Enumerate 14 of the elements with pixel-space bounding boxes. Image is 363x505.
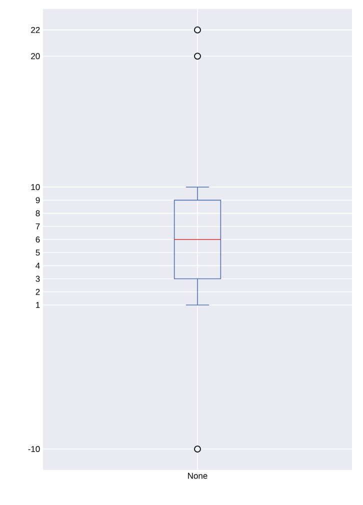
y-tick-label: 10: [31, 184, 40, 190]
y-tick-label: 20: [31, 53, 40, 60]
y-tick-label: 9: [36, 197, 40, 204]
y-tick-label: 2: [36, 288, 40, 295]
y-tick-label: 6: [36, 236, 40, 242]
y-tick-label: -10: [28, 446, 40, 452]
x-tick-label: None: [188, 472, 208, 479]
y-tick-label: 5: [36, 250, 40, 256]
y-tick-label: 7: [36, 223, 40, 230]
y-tick-label: 1: [36, 302, 40, 308]
y-tick-label: 22: [31, 26, 40, 33]
y-tick-label: 8: [36, 210, 40, 216]
y-tick-label: 3: [36, 276, 40, 282]
y-tick-label: 4: [36, 262, 40, 269]
